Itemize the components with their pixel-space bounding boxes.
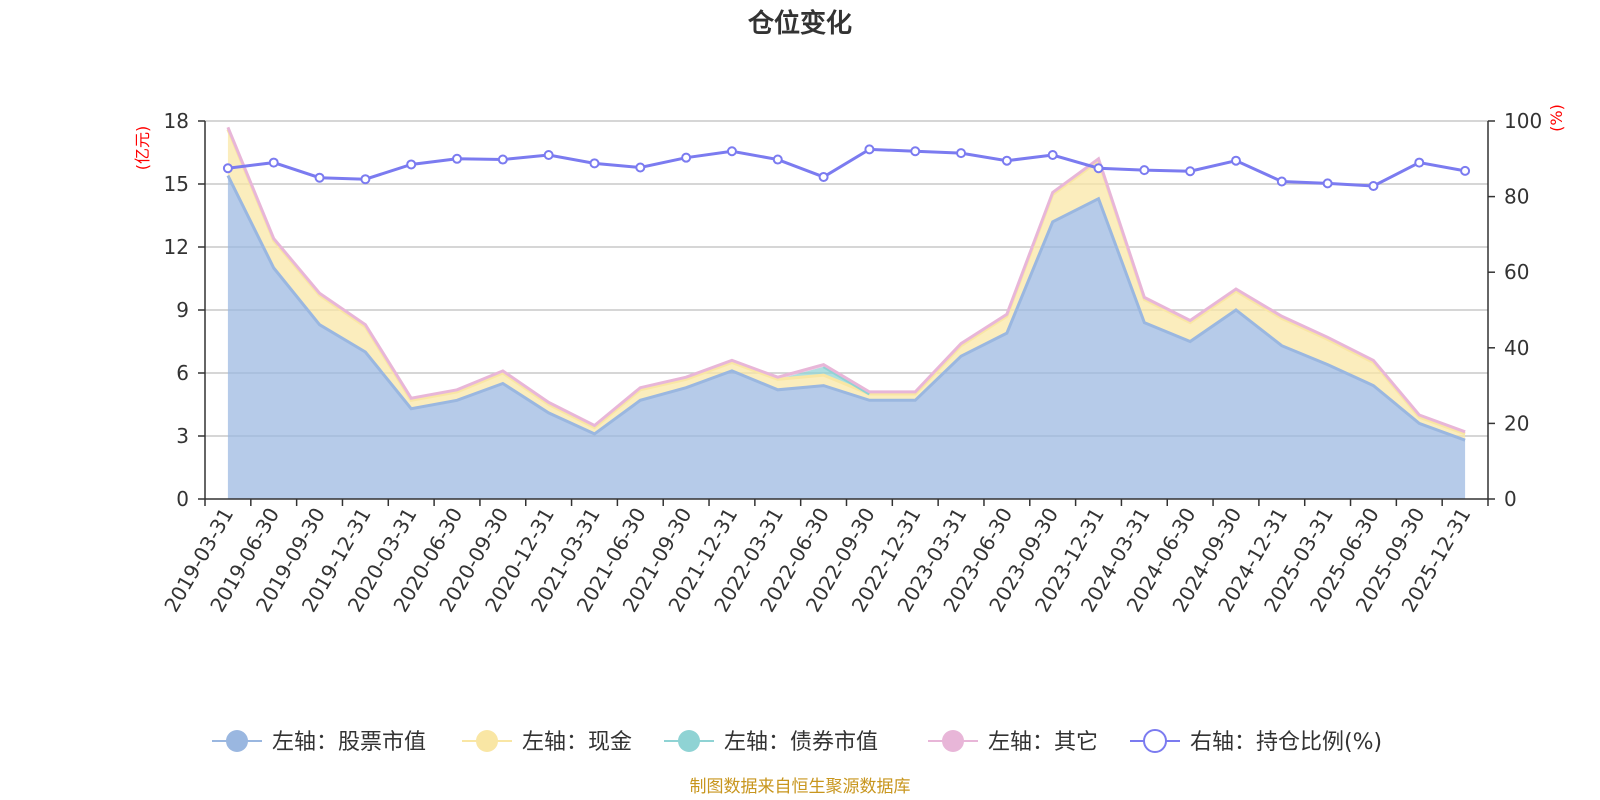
ratio-point <box>726 146 737 157</box>
legend-marker <box>1143 729 1167 753</box>
right-tick-label: 0 <box>1504 487 1517 511</box>
legend-label: 左轴：其它 <box>988 730 1098 755</box>
legend-marker <box>476 730 498 752</box>
ratio-point <box>1185 166 1196 177</box>
legend-label: 左轴：现金 <box>522 730 632 755</box>
ratio-line <box>227 147 1466 188</box>
ratio-point <box>635 162 646 173</box>
ratio-point <box>1093 163 1104 174</box>
left-tick-label: 12 <box>164 235 189 259</box>
right-tick-label: 40 <box>1504 336 1529 360</box>
ratio-point <box>406 159 417 170</box>
area-line-2 <box>822 365 871 396</box>
legend-marker <box>226 730 248 752</box>
ratio-point <box>497 154 508 165</box>
right-tick-label: 100 <box>1504 109 1542 133</box>
ratio-point <box>1230 155 1241 166</box>
area-line-1 <box>226 128 1466 436</box>
ratio-point <box>818 171 829 182</box>
legend[interactable]: 左轴：股票市值 左轴：现金 左轴：债券市值 左轴：其它 右轴：持仓比例(%) <box>212 729 1382 755</box>
ratio-point <box>1460 165 1471 176</box>
right-axis-unit: (%) <box>1547 104 1566 132</box>
left-axis-unit: (亿元) <box>133 126 152 171</box>
ratio-point <box>1001 155 1012 166</box>
ratio-point <box>1276 176 1287 187</box>
ratio-point <box>268 157 279 168</box>
ratio-point <box>956 148 967 159</box>
left-tick-label: 9 <box>176 298 189 322</box>
legend-marker <box>678 730 700 752</box>
legend-label: 右轴：持仓比例(%) <box>1190 730 1382 755</box>
ratio-point <box>910 146 921 157</box>
legend-item[interactable]: 右轴：持仓比例(%) <box>1130 729 1382 755</box>
ratio-point <box>452 153 463 164</box>
ratio-point <box>1322 178 1333 189</box>
ratio-point <box>314 172 325 183</box>
ratio-line-series <box>222 144 1471 192</box>
legend-label: 左轴：股票市值 <box>272 730 426 755</box>
legend-item[interactable]: 左轴：股票市值 <box>212 730 426 755</box>
right-tick-label: 80 <box>1504 185 1529 209</box>
ratio-point <box>1047 150 1058 161</box>
legend-label: 左轴：债券市值 <box>724 730 878 755</box>
ratio-point <box>864 144 875 155</box>
data-source-note: 制图数据来自恒生聚源数据库 <box>690 777 911 797</box>
ratio-point <box>589 158 600 169</box>
ratio-point <box>1139 165 1150 176</box>
legend-marker <box>942 730 964 752</box>
left-tick-label: 3 <box>176 424 189 448</box>
ratio-point <box>222 163 233 174</box>
ratio-point <box>360 174 371 185</box>
left-tick-label: 15 <box>164 172 189 196</box>
area-line-3 <box>226 126 1466 434</box>
legend-item[interactable]: 左轴：其它 <box>928 730 1098 755</box>
area-0 <box>227 175 1466 499</box>
left-tick-label: 18 <box>164 109 189 133</box>
ratio-point <box>1368 181 1379 192</box>
left-tick-label: 0 <box>176 487 189 511</box>
right-tick-label: 60 <box>1504 260 1529 284</box>
ratio-point <box>772 154 783 165</box>
stacked-areas <box>226 126 1466 499</box>
right-tick-label: 20 <box>1504 411 1529 435</box>
ratio-point <box>543 150 554 161</box>
legend-item[interactable]: 左轴：债券市值 <box>664 730 878 755</box>
legend-item[interactable]: 左轴：现金 <box>462 730 632 755</box>
left-tick-label: 6 <box>176 361 189 385</box>
area-line-0 <box>226 174 1466 442</box>
ratio-point <box>1414 157 1425 168</box>
ratio-point <box>681 152 692 163</box>
chart-title: 仓位变化 <box>747 8 852 39</box>
